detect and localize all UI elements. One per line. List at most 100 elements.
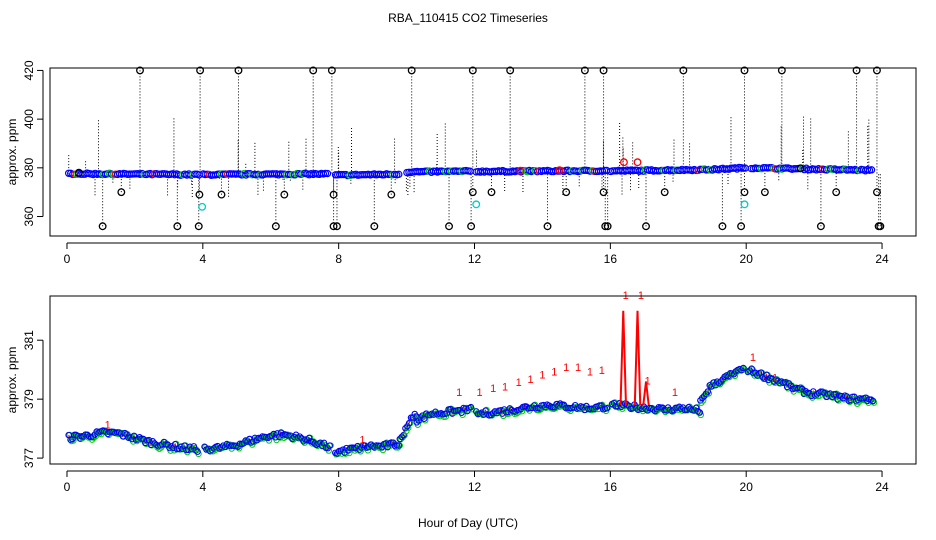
x-axis-label: Hour of Day (UTC) bbox=[418, 516, 518, 530]
y-tick-label: 420 bbox=[22, 60, 36, 80]
outlier-point bbox=[445, 222, 453, 231]
outlier-point bbox=[543, 222, 552, 231]
x-tick-label: 8 bbox=[335, 480, 342, 494]
filtered-point bbox=[405, 419, 413, 427]
outlier-point bbox=[580, 66, 589, 75]
flag-label: 1 bbox=[645, 375, 651, 387]
x-tick-label: 4 bbox=[199, 480, 206, 494]
outlier-point bbox=[407, 66, 416, 75]
raw-spike bbox=[619, 310, 627, 406]
filtered-point bbox=[218, 444, 225, 451]
outlier-point bbox=[234, 66, 243, 75]
flag-label: 1 bbox=[539, 370, 545, 382]
x-tick-label: 12 bbox=[468, 480, 482, 494]
flag-label: 1 bbox=[587, 367, 593, 379]
outlier-point bbox=[271, 222, 280, 231]
outlier-point bbox=[777, 66, 786, 75]
filtered-point bbox=[326, 442, 333, 449]
data-point bbox=[867, 166, 876, 174]
raw-spike bbox=[642, 381, 650, 406]
flag-label: 1 bbox=[456, 387, 462, 399]
filtered-point bbox=[596, 402, 603, 409]
outlier-point bbox=[718, 222, 727, 231]
outlier-point bbox=[196, 66, 205, 75]
y-tick-label: 380 bbox=[22, 157, 36, 177]
outlier-point bbox=[816, 222, 825, 231]
outlier-point bbox=[136, 66, 144, 75]
outlier-point bbox=[601, 222, 610, 231]
alt-point bbox=[90, 434, 98, 441]
filtered-point bbox=[715, 379, 723, 387]
filtered-point bbox=[164, 441, 171, 448]
filtered-point bbox=[467, 403, 475, 411]
flag-label: 1 bbox=[359, 434, 365, 446]
outlier-point bbox=[333, 222, 341, 231]
outlier-point bbox=[562, 188, 571, 197]
filtered-point bbox=[740, 364, 747, 372]
x-tick-label: 12 bbox=[468, 252, 482, 266]
outlier-point bbox=[98, 222, 107, 231]
outlier-point bbox=[117, 188, 126, 197]
data-point bbox=[395, 170, 403, 179]
filtered-point bbox=[854, 396, 862, 404]
y-tick-label: 360 bbox=[22, 206, 36, 226]
top-y-axis-label: approx. ppm bbox=[5, 119, 19, 186]
outlier-point bbox=[832, 188, 841, 197]
cyan-point bbox=[472, 200, 481, 209]
outlier-point bbox=[660, 188, 669, 197]
x-tick-label: 16 bbox=[604, 252, 618, 266]
outlier-point bbox=[796, 164, 805, 173]
outlier-point bbox=[740, 188, 749, 197]
flag-label: 1 bbox=[516, 377, 522, 389]
bottom-plot-frame bbox=[49, 295, 917, 465]
bottom-y-axis-label: approx. ppm bbox=[5, 347, 19, 414]
cyan-point bbox=[198, 202, 207, 211]
outlier-point bbox=[487, 188, 496, 197]
data-point bbox=[323, 169, 332, 178]
flagged-point bbox=[633, 158, 642, 167]
filtered-point bbox=[371, 444, 378, 451]
flag-label: 1 bbox=[772, 372, 778, 384]
outlier-point bbox=[194, 222, 203, 231]
flag-label: 1 bbox=[575, 362, 581, 374]
outlier-point bbox=[309, 66, 318, 75]
outlier-point bbox=[679, 66, 688, 75]
filtered-point bbox=[704, 388, 712, 395]
filtered-point bbox=[400, 431, 407, 439]
outlier-point bbox=[603, 222, 612, 231]
top-marks bbox=[64, 66, 885, 231]
filtered-point bbox=[409, 414, 417, 421]
y-tick-label: 377 bbox=[22, 448, 36, 468]
flagged-point bbox=[619, 158, 628, 167]
outlier-point bbox=[217, 190, 226, 199]
flag-label: 1 bbox=[105, 420, 111, 432]
flag-label: 1 bbox=[490, 383, 496, 395]
x-tick-label: 24 bbox=[875, 252, 889, 266]
flagged-point bbox=[516, 166, 525, 175]
outlier-point bbox=[329, 222, 338, 231]
x-tick-label: 0 bbox=[64, 480, 71, 494]
outlier-point bbox=[872, 66, 881, 75]
filtered-point bbox=[869, 397, 877, 405]
outlier-point bbox=[329, 190, 338, 199]
outlier-point bbox=[280, 190, 289, 199]
filtered-point bbox=[696, 409, 704, 416]
flag-label: 1 bbox=[599, 365, 605, 377]
filtered-point bbox=[417, 414, 424, 421]
flag-label: 1 bbox=[563, 362, 569, 374]
outlier-point bbox=[599, 66, 608, 75]
outlier-point bbox=[876, 222, 885, 231]
filtered-point bbox=[603, 404, 611, 412]
outlier-point bbox=[468, 188, 477, 197]
flag-label: 1 bbox=[527, 374, 533, 386]
cyan-point bbox=[740, 200, 749, 209]
y-tick-label: 400 bbox=[22, 109, 36, 129]
x-tick-label: 4 bbox=[199, 252, 206, 266]
top-axes: 0 4 8 12 16 20 24 360 380 400 420 bbox=[22, 60, 889, 266]
outlier-point bbox=[599, 188, 608, 197]
outlier-point bbox=[642, 222, 650, 231]
flag-label: 1 bbox=[477, 387, 483, 399]
